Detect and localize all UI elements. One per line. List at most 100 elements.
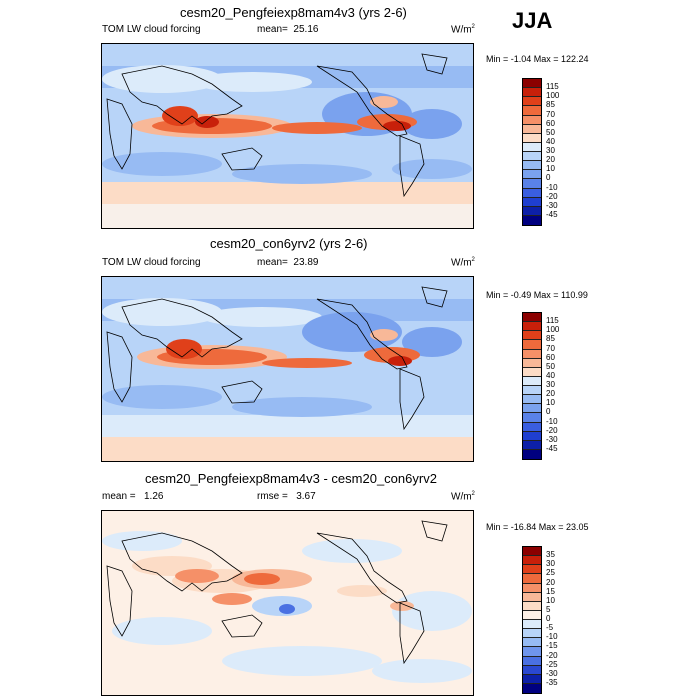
panel3-colorbar-cell [523, 583, 541, 593]
panel1-colorbar-cell [523, 115, 541, 125]
panel1-colorbar-tick-label: -45 [546, 209, 558, 219]
panel1-colorbar-tick-label: -10 [546, 182, 558, 192]
panel2-colorbar [522, 312, 542, 460]
panel2-mean-value: 23.89 [293, 257, 319, 268]
panel2-colorbar-tick-label: 100 [546, 325, 560, 335]
panel2-colorbar-cell [523, 340, 541, 350]
panel1-colorbar-tick-label: 40 [546, 136, 555, 146]
panel1-colorbar-tick-label: -20 [546, 191, 558, 201]
panel1-colorbar-tick-label: 115 [546, 82, 559, 92]
panel2-map [101, 276, 474, 462]
panel1-colorbar [522, 78, 542, 226]
panel3-colorbar-cell [523, 556, 541, 566]
panel3-colorbar-tick-label: -20 [546, 650, 558, 660]
panel2-colorbar-cell [523, 322, 541, 332]
panel3-colorbar-tick-label: -5 [546, 623, 554, 633]
panel1-variable-label: TOM LW cloud forcing [102, 24, 201, 35]
panel2-colorbar-cell [523, 404, 541, 414]
panel1-colorbar-tick-label: 20 [546, 155, 555, 165]
panel1-colorbar-cell [523, 206, 541, 216]
panel2-colorbar-tick-label: 30 [546, 380, 555, 389]
panel1-colorbar-cell [523, 215, 541, 225]
panel1-map-svg [102, 44, 473, 228]
panel3-colorbar-tick-label: 0 [546, 614, 551, 623]
panel3-mean-label: mean = 1.26 [102, 491, 164, 502]
panel2-colorbar-cell [523, 313, 541, 323]
panel1-colorbar-cell [523, 124, 541, 134]
season-label: JJA [512, 8, 553, 33]
panel1-colorbar-tick-label: 30 [546, 146, 555, 155]
panel3-colorbar-tick-label: 20 [546, 577, 555, 587]
panel3-title: cesm20_Pengfeiexp8mam4v3 - cesm20_con6yr… [145, 471, 437, 486]
panel2-colorbar-cell [523, 431, 541, 441]
panel1-colorbar-cell [523, 170, 541, 180]
panel3-mean-value: 1.26 [143, 491, 164, 502]
panel2-colorbar-cell [523, 386, 541, 396]
panel2-colorbar-cell [523, 349, 541, 359]
panel3-units: W/m2 [451, 491, 475, 503]
panel2-mean-label: mean= 23.89 [257, 257, 319, 268]
panel3-colorbar-cell [523, 565, 541, 575]
panel3-colorbar-tick-label: 10 [546, 595, 555, 605]
panel2-colorbar-cell [523, 395, 541, 405]
panel3-colorbar-cell [523, 656, 541, 666]
panel1-title: cesm20_Pengfeiexp8mam4v3 (yrs 2-6) [180, 5, 407, 20]
panel1-mean-label: mean= 25.16 [257, 24, 319, 35]
panel2-colorbar-cell [523, 440, 541, 450]
panel1-colorbar-cell [523, 88, 541, 98]
panel2-variable-label: TOM LW cloud forcing [102, 257, 201, 268]
panel2-colorbar-cell [523, 331, 541, 341]
panel2-colorbar-tick-label: 85 [546, 334, 555, 344]
panel1-units: W/m2 [451, 24, 475, 36]
panel3-colorbar-cell [523, 647, 541, 657]
panel2-colorbar-tick-label: -10 [546, 416, 558, 426]
panel1-colorbar-tick-label: 85 [546, 100, 555, 110]
panel3-colorbar-cell [523, 683, 541, 693]
panel1-colorbar-tick-label: 10 [546, 164, 555, 174]
panel1-colorbar-cell [523, 161, 541, 171]
panel3-colorbar-tick-label: 15 [546, 586, 555, 596]
panel1-colorbar-cell [523, 152, 541, 162]
panel3-rmse-value: 3.67 [296, 491, 316, 502]
panel1-colorbar-tick-label: 70 [546, 109, 555, 119]
panel3-rmse-label: rmse = 3.67 [257, 491, 316, 502]
panel1-colorbar-tick-label: 100 [546, 91, 560, 101]
panel2-colorbar-tick-label: -45 [546, 443, 558, 453]
panel1-mean-value: 25.16 [293, 24, 319, 35]
panel3-minmax: Min = -16.84 Max = 23.05 [486, 522, 589, 532]
panel3-map-svg [102, 511, 473, 695]
panel3-colorbar-tick-label: 5 [546, 604, 551, 614]
panel3-colorbar-cell [523, 547, 541, 557]
panel3-colorbar-cell [523, 610, 541, 620]
panel1-colorbar-cell [523, 79, 541, 89]
panel2-colorbar-cell [523, 449, 541, 459]
panel3-colorbar-tick-label: 35 [546, 550, 555, 560]
panel2-colorbar-tick-label: 20 [546, 389, 555, 399]
panel3-colorbar-cell [523, 601, 541, 611]
panel3-colorbar-tick-label: -30 [546, 668, 558, 678]
panel2-colorbar-tick-label: 0 [546, 407, 551, 417]
panel3-colorbar-tick-label: -10 [546, 632, 558, 642]
panel2-colorbar-cell [523, 358, 541, 368]
panel2-minmax: Min = -0.49 Max = 110.99 [486, 290, 588, 300]
panel3-colorbar [522, 546, 542, 694]
panel1-colorbar-cell [523, 188, 541, 198]
panel2-colorbar-cell [523, 413, 541, 423]
panel1-minmax: Min = -1.04 Max = 122.24 [486, 54, 589, 64]
panel2-title: cesm20_con6yrv2 (yrs 2-6) [210, 236, 368, 251]
panel1-colorbar-tick-label: 50 [546, 127, 555, 137]
panel2-colorbar-cell [523, 422, 541, 432]
panel1-colorbar-cell [523, 142, 541, 152]
panel2-colorbar-tick-label: -20 [546, 425, 558, 435]
panel3-colorbar-cell [523, 629, 541, 639]
panel1-colorbar-cell [523, 197, 541, 207]
panel3-colorbar-cell [523, 638, 541, 648]
panel3-colorbar-tick-label: 30 [546, 559, 555, 569]
panel3-colorbar-tick-label: -25 [546, 659, 558, 669]
panel2-colorbar-cell [523, 367, 541, 377]
panel2-colorbar-tick-label: -30 [546, 434, 558, 444]
panel2-colorbar-tick-label: 50 [546, 361, 555, 371]
panel1-map [101, 43, 474, 229]
panel3-colorbar-tick-label: -15 [546, 641, 558, 651]
panel2-colorbar-tick-label: 115 [546, 316, 559, 326]
